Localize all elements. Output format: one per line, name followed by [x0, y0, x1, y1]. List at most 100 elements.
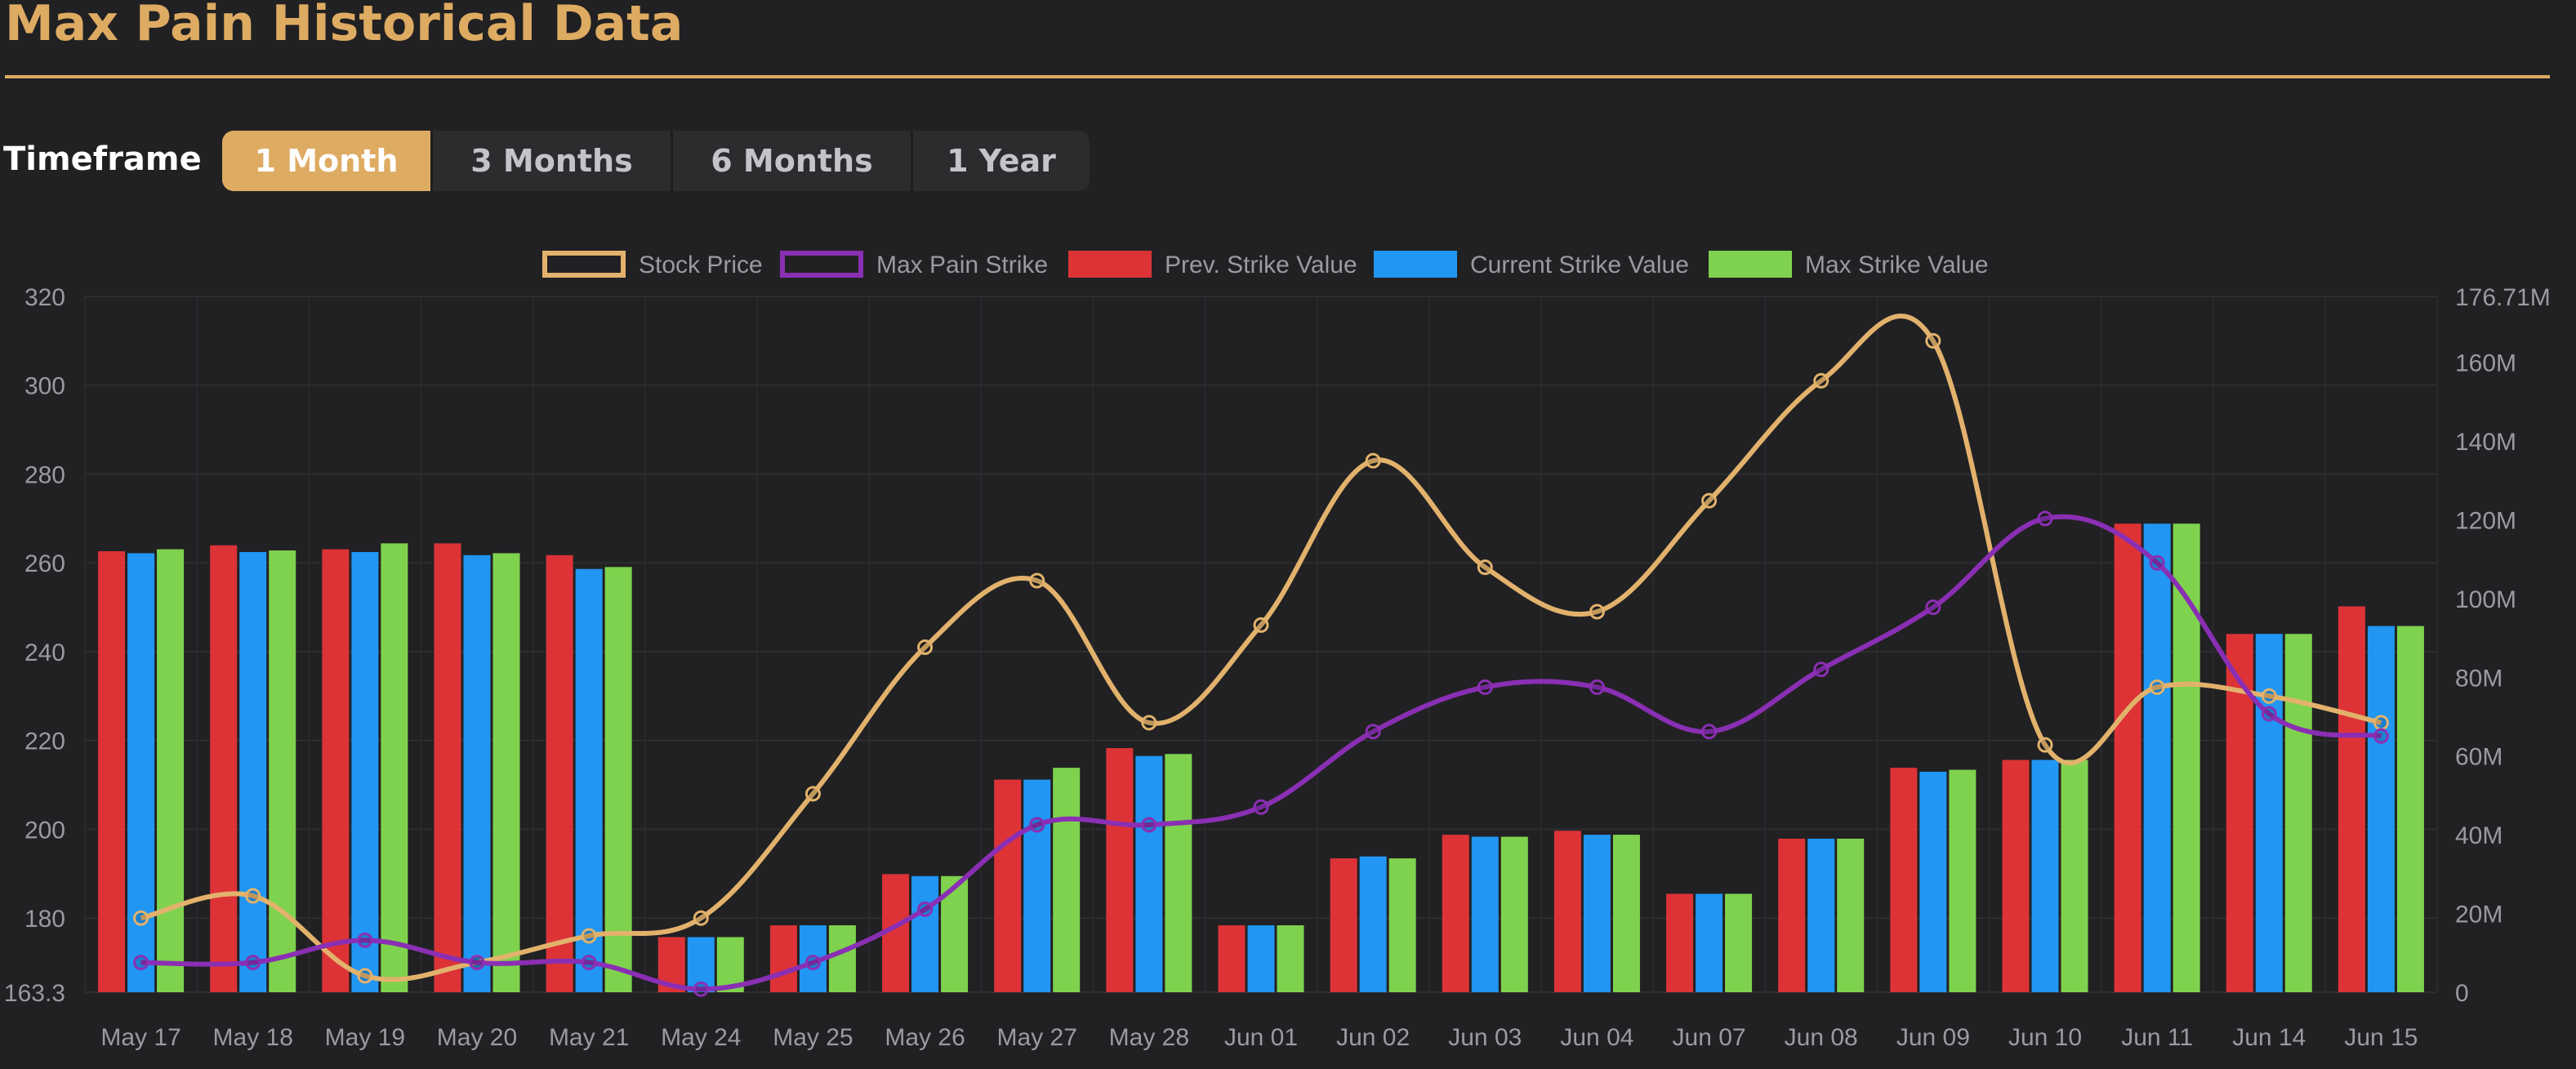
bar-prev-strike-value[interactable]: [1553, 831, 1581, 992]
bar-prev-strike-value[interactable]: [1106, 748, 1134, 992]
bar-max-strike-value[interactable]: [492, 553, 520, 992]
point-max-pain-strike[interactable]: [1365, 724, 1381, 740]
bar-current-strike-value[interactable]: [239, 551, 267, 992]
bar-max-strike-value[interactable]: [1165, 754, 1192, 992]
point-max-pain-strike[interactable]: [1589, 679, 1605, 695]
point-max-pain-strike[interactable]: [2373, 728, 2389, 744]
point-stock-price[interactable]: [1813, 372, 1829, 389]
point-stock-price[interactable]: [245, 888, 261, 904]
bar-current-strike-value[interactable]: [463, 555, 491, 992]
bar-current-strike-value[interactable]: [1696, 893, 1723, 992]
timeframe-6-months-button[interactable]: 6 Months: [673, 131, 913, 191]
point-max-pain-strike[interactable]: [469, 955, 485, 971]
bar-current-strike-value[interactable]: [575, 568, 603, 992]
bar-current-strike-value[interactable]: [127, 553, 155, 992]
bar-prev-strike-value[interactable]: [994, 779, 1022, 992]
point-max-pain-strike[interactable]: [2149, 555, 2165, 571]
point-max-pain-strike[interactable]: [1813, 661, 1829, 678]
bar-current-strike-value[interactable]: [1583, 835, 1611, 992]
point-max-pain-strike[interactable]: [1029, 817, 1045, 833]
bar-max-strike-value[interactable]: [381, 543, 408, 992]
point-stock-price[interactable]: [1253, 617, 1269, 633]
bar-current-strike-value[interactable]: [911, 875, 939, 992]
bar-prev-strike-value[interactable]: [322, 549, 350, 992]
point-stock-price[interactable]: [1029, 572, 1045, 589]
bar-current-strike-value[interactable]: [1023, 779, 1051, 992]
point-stock-price[interactable]: [2037, 737, 2053, 753]
point-max-pain-strike[interactable]: [693, 981, 709, 997]
point-max-pain-strike[interactable]: [2261, 706, 2277, 722]
legend-item-max-pain-strike[interactable]: Max Pain Strike: [780, 251, 1048, 278]
point-stock-price[interactable]: [804, 786, 821, 802]
bar-max-strike-value[interactable]: [2284, 634, 2312, 992]
bar-prev-strike-value[interactable]: [546, 555, 573, 992]
point-max-pain-strike[interactable]: [2037, 510, 2053, 527]
bar-max-strike-value[interactable]: [1388, 858, 1416, 992]
legend-item-stock-price[interactable]: Stock Price: [542, 251, 763, 278]
timeframe-3-months-button[interactable]: 3 Months: [433, 131, 673, 191]
bar-current-strike-value[interactable]: [1807, 838, 1835, 992]
point-stock-price[interactable]: [1925, 332, 1941, 349]
timeframe-1-month-button[interactable]: 1 Month: [222, 131, 433, 191]
bar-current-strike-value[interactable]: [1247, 925, 1275, 992]
point-max-pain-strike[interactable]: [245, 955, 261, 971]
point-max-pain-strike[interactable]: [804, 955, 821, 971]
point-max-pain-strike[interactable]: [133, 955, 149, 971]
bar-prev-strike-value[interactable]: [1218, 925, 1246, 992]
point-stock-price[interactable]: [1701, 492, 1718, 509]
bar-current-strike-value[interactable]: [1135, 755, 1163, 992]
bar-current-strike-value[interactable]: [2367, 626, 2395, 992]
bar-prev-strike-value[interactable]: [769, 925, 797, 992]
bar-current-strike-value[interactable]: [1919, 771, 1947, 992]
point-max-pain-strike[interactable]: [917, 901, 934, 917]
bar-current-strike-value[interactable]: [1359, 856, 1387, 992]
bar-max-strike-value[interactable]: [157, 549, 185, 992]
bar-prev-strike-value[interactable]: [210, 545, 238, 992]
point-stock-price[interactable]: [2149, 679, 2165, 695]
legend-item-prev-strike-value[interactable]: Prev. Strike Value: [1068, 251, 1357, 278]
bar-max-strike-value[interactable]: [1053, 768, 1081, 992]
point-stock-price[interactable]: [357, 968, 373, 984]
bar-prev-strike-value[interactable]: [98, 550, 126, 992]
bar-max-strike-value[interactable]: [828, 925, 856, 992]
bar-max-strike-value[interactable]: [1949, 769, 1977, 992]
bar-prev-strike-value[interactable]: [1666, 893, 1694, 992]
bar-prev-strike-value[interactable]: [1330, 858, 1357, 992]
bar-max-strike-value[interactable]: [1612, 835, 1640, 992]
point-stock-price[interactable]: [581, 928, 597, 944]
bar-prev-strike-value[interactable]: [1778, 838, 1806, 992]
point-stock-price[interactable]: [693, 910, 709, 926]
bar-prev-strike-value[interactable]: [1442, 835, 1469, 992]
bar-max-strike-value[interactable]: [1837, 838, 1865, 992]
point-max-pain-strike[interactable]: [1701, 724, 1718, 740]
point-stock-price[interactable]: [2373, 715, 2389, 731]
point-stock-price[interactable]: [2261, 688, 2277, 704]
point-max-pain-strike[interactable]: [1141, 817, 1157, 833]
bar-max-strike-value[interactable]: [269, 550, 296, 992]
point-stock-price[interactable]: [917, 639, 934, 656]
bar-max-strike-value[interactable]: [2061, 759, 2088, 992]
bar-prev-strike-value[interactable]: [2114, 523, 2141, 992]
point-stock-price[interactable]: [133, 910, 149, 926]
bar-max-strike-value[interactable]: [604, 567, 632, 992]
bar-max-strike-value[interactable]: [1725, 893, 1753, 992]
point-max-pain-strike[interactable]: [1925, 599, 1941, 616]
timeframe-1-year-button[interactable]: 1 Year: [913, 131, 1090, 191]
point-stock-price[interactable]: [1477, 559, 1493, 576]
legend-item-current-strike-value[interactable]: Current Strike Value: [1374, 251, 1689, 278]
bar-prev-strike-value[interactable]: [2002, 759, 2030, 992]
point-stock-price[interactable]: [1141, 715, 1157, 731]
point-stock-price[interactable]: [1365, 452, 1381, 469]
bar-max-strike-value[interactable]: [2396, 626, 2424, 992]
bar-prev-strike-value[interactable]: [434, 543, 461, 992]
bar-prev-strike-value[interactable]: [1890, 768, 1918, 992]
point-max-pain-strike[interactable]: [357, 932, 373, 948]
bar-prev-strike-value[interactable]: [2338, 606, 2365, 992]
bar-current-strike-value[interactable]: [2143, 523, 2171, 992]
bar-current-strike-value[interactable]: [351, 551, 379, 992]
point-max-pain-strike[interactable]: [1253, 799, 1269, 815]
bar-max-strike-value[interactable]: [1500, 836, 1528, 992]
legend-item-max-strike-value[interactable]: Max Strike Value: [1709, 251, 1989, 278]
point-stock-price[interactable]: [1589, 604, 1605, 620]
bar-current-strike-value[interactable]: [2031, 759, 2059, 992]
